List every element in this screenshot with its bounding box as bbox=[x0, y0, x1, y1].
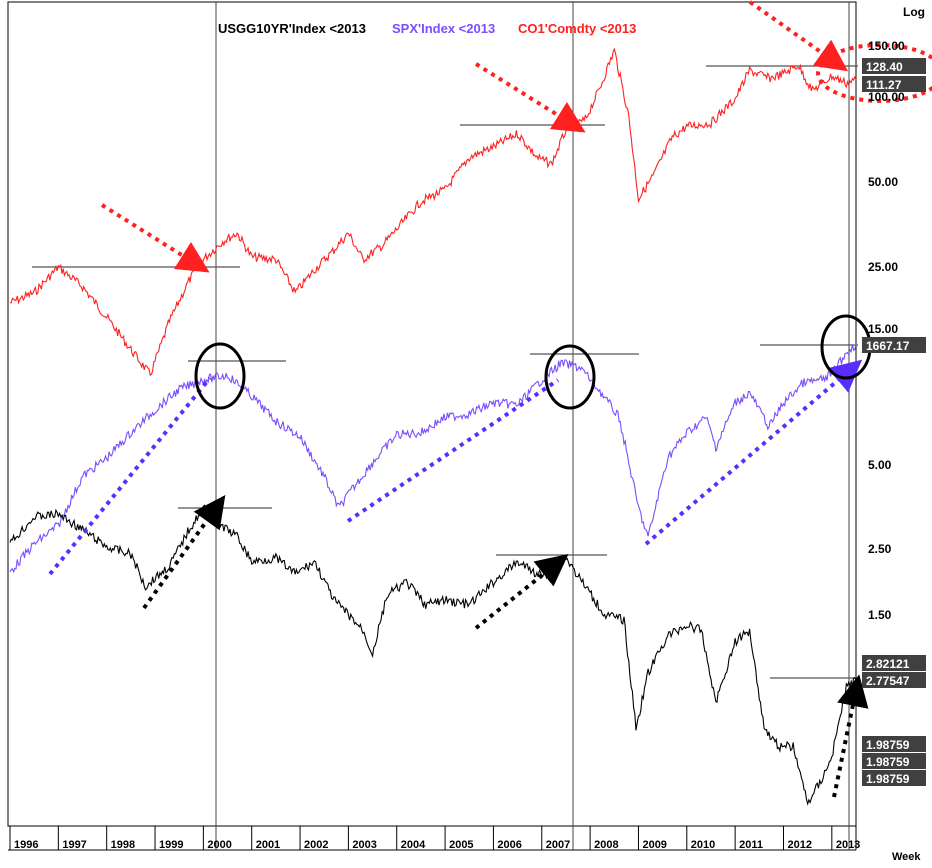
price-badge-text: 1.98759 bbox=[866, 772, 910, 786]
x-tick-label: 2010 bbox=[691, 839, 715, 851]
y-tick-label: 50.00 bbox=[868, 175, 898, 189]
x-tick-label: 1999 bbox=[159, 839, 183, 851]
x-tick-label: 2008 bbox=[594, 839, 618, 851]
price-badge-bg bbox=[862, 736, 926, 752]
x-tick-label: 2005 bbox=[449, 839, 473, 851]
blue-arrow-1 bbox=[48, 376, 212, 576]
x-tick-label: 2006 bbox=[497, 839, 521, 851]
y-tick-label: 1.50 bbox=[868, 608, 892, 622]
x-tick-label: 2013 bbox=[836, 839, 860, 851]
x-tick-label: 1998 bbox=[111, 839, 135, 851]
y-tick-group: 150.00 100.00 50.00 25.00 15.00 5.00 2.50 1.50 bbox=[868, 39, 905, 622]
x-tick-label: 2009 bbox=[642, 839, 666, 851]
price-badge-text: 1667.17 bbox=[866, 339, 910, 353]
price-badge-bg bbox=[862, 655, 926, 671]
price-badge: 1.98759 bbox=[862, 770, 926, 786]
price-badge-text: 1.98759 bbox=[866, 755, 910, 769]
red-ellipse bbox=[816, 43, 932, 103]
price-badge-text: 128.40 bbox=[866, 60, 903, 74]
x-tick-group: 1996 1997 1998 1999 2000 2001 2002 2003 2004 2005… bbox=[9, 826, 860, 851]
y-tick-label: 150.00 bbox=[868, 39, 905, 53]
price-badge: 2.82121 bbox=[862, 655, 926, 671]
series-line-co1comdty bbox=[9, 47, 857, 376]
x-tick-label: 2011 bbox=[739, 839, 763, 851]
price-badge-bg bbox=[862, 337, 926, 353]
price-badge-bg bbox=[862, 753, 926, 769]
x-tick-label: 2012 bbox=[787, 839, 811, 851]
x-tick-label: 2007 bbox=[546, 839, 570, 851]
price-badge-bg bbox=[862, 58, 926, 74]
x-tick-label: 2000 bbox=[207, 839, 231, 851]
x-tick-label: 1996 bbox=[14, 839, 38, 851]
price-badge-text: 1.98759 bbox=[866, 738, 910, 752]
price-badge-bg bbox=[862, 672, 926, 688]
price-badge: 128.40 bbox=[862, 58, 926, 74]
blue-arrow-2 bbox=[346, 378, 560, 523]
y-tick-label: 5.00 bbox=[868, 458, 892, 472]
price-badge: 2.77547 bbox=[862, 672, 926, 688]
plot-border bbox=[7, 1, 857, 827]
series-group bbox=[9, 47, 857, 806]
price-badge: 1.98759 bbox=[862, 753, 926, 769]
legend-entry-oil: CO1'Comdty <2013 bbox=[518, 21, 636, 36]
circle-2000 bbox=[194, 342, 246, 410]
x-tick-label: 2004 bbox=[401, 839, 426, 851]
red-arrow-1 bbox=[100, 203, 210, 273]
price-badge: 111.27 bbox=[862, 76, 926, 92]
red-arrow-3 bbox=[748, 0, 849, 72]
price-badge-bg bbox=[862, 770, 926, 786]
price-badge: 1667.17 bbox=[862, 337, 926, 353]
period-label: Week bbox=[892, 851, 921, 863]
x-tick-label: 2002 bbox=[304, 839, 328, 851]
series-line-usgg10yrindex bbox=[9, 504, 857, 806]
black-arrow-1 bbox=[142, 495, 226, 610]
x-tick-label: 2003 bbox=[352, 839, 376, 851]
circles bbox=[194, 314, 872, 410]
price-badge-text: 2.82121 bbox=[866, 657, 910, 671]
price-badge-text: 2.77547 bbox=[866, 674, 910, 688]
legend: USGG10YR'Index <2013 SPX'Index <2013 CO1… bbox=[218, 21, 636, 36]
y-tick-label: 2.50 bbox=[868, 542, 892, 556]
annotations bbox=[48, 0, 932, 798]
x-tick-label: 2001 bbox=[256, 839, 280, 851]
price-badge-text: 111.27 bbox=[866, 78, 902, 92]
legend-entry-yield: USGG10YR'Index <2013 bbox=[218, 21, 366, 36]
circle-2007 bbox=[544, 344, 596, 410]
series-line-spxindex bbox=[9, 343, 857, 574]
y-tick-label: 25.00 bbox=[868, 260, 898, 274]
scale-label: Log bbox=[903, 5, 925, 19]
badge-group: 128.40 111.27 1667.17 2.82121 2.77547 1.98759… bbox=[862, 58, 926, 786]
black-arrow-3 bbox=[832, 674, 869, 798]
high-lines bbox=[32, 65, 858, 679]
x-tick-label: 1997 bbox=[62, 839, 86, 851]
y-tick-label: 100.00 bbox=[868, 90, 905, 104]
price-badge-bg bbox=[862, 76, 926, 92]
price-badge: 1.98759 bbox=[862, 736, 926, 752]
legend-entry-spx: SPX'Index <2013 bbox=[392, 21, 495, 36]
red-arrow-2 bbox=[474, 62, 586, 133]
y-tick-label: 15.00 bbox=[868, 322, 898, 336]
